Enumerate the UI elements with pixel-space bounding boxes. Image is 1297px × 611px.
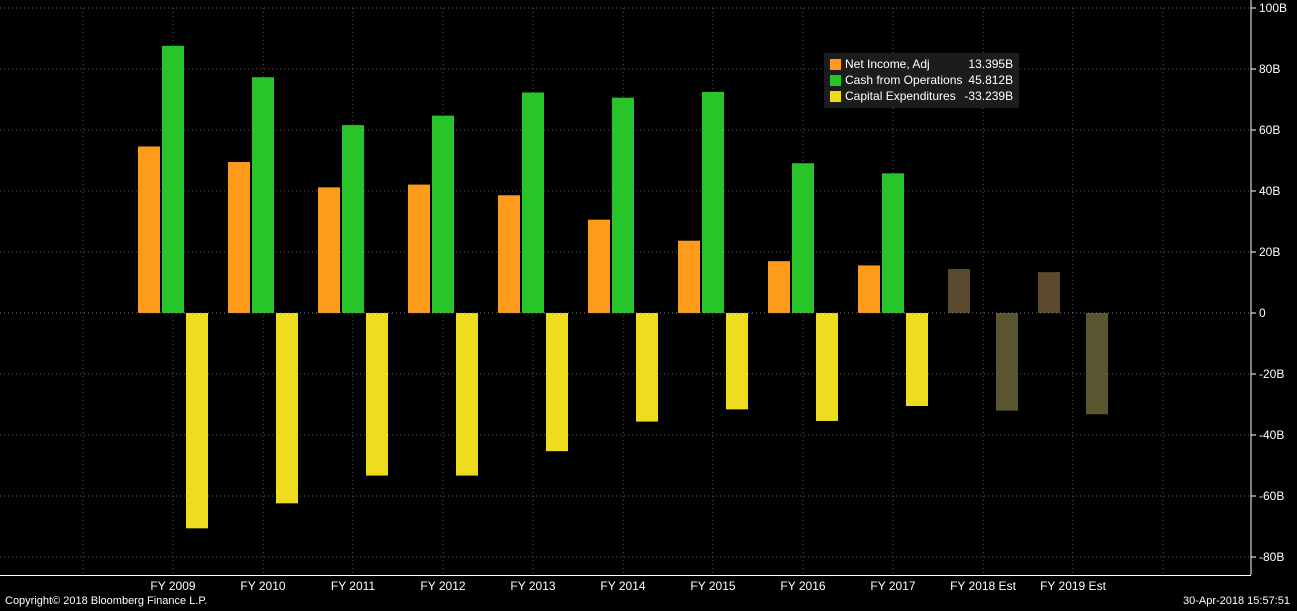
y-tick-label: -40B: [1259, 428, 1284, 442]
y-tick-label: 0: [1259, 306, 1266, 320]
x-tick-label: FY 2013: [510, 579, 555, 593]
bar-net-income-adj-fy-2018-est: [948, 269, 970, 313]
legend-label: Cash from Operations: [845, 73, 963, 87]
legend: Net Income, Adj 13.395B Cash from Operat…: [824, 53, 1020, 108]
bar-net-income-adj-fy-2009: [138, 146, 160, 313]
y-tick-label: -80B: [1259, 550, 1284, 564]
x-tick-label: FY 2012: [420, 579, 465, 593]
legend-item-net-income: Net Income, Adj 13.395B: [830, 56, 1013, 72]
y-tick-label: -60B: [1259, 489, 1284, 503]
bar-net-income-adj-fy-2019-est: [1038, 272, 1060, 313]
x-tick-label: FY 2019 Est: [1040, 579, 1106, 593]
legend-swatch-net-income: [830, 58, 841, 70]
bar-net-income-adj-fy-2016: [768, 261, 790, 313]
y-tick-label: 60B: [1259, 123, 1280, 137]
bar-net-income-adj-fy-2015: [678, 240, 700, 313]
x-tick-label: FY 2010: [240, 579, 285, 593]
bar-net-income-adj-fy-2013: [498, 195, 520, 313]
bar-cash-from-operations-fy-2010: [252, 77, 274, 313]
bar-capital-expenditures-fy-2010: [276, 313, 298, 504]
bar-net-income-adj-fy-2017: [858, 265, 880, 313]
bar-cash-from-operations-fy-2014: [612, 97, 634, 313]
x-tick-label: FY 2018 Est: [950, 579, 1016, 593]
timestamp-text: 30-Apr-2018 15:57:51: [1182, 595, 1290, 607]
y-axis: 100B 80B 60B 40B 20B 0 -20B -40B -60B -80B: [0, 0, 1287, 576]
y-tick-label: 80B: [1259, 62, 1280, 76]
x-tick-label: FY 2011: [331, 579, 376, 593]
bars: [0, 45, 1251, 529]
y-tick-label: 100B: [1259, 1, 1287, 15]
legend-swatch-capital-expenditures: [830, 90, 841, 102]
legend-swatch-cash-from-operations: [830, 74, 841, 86]
bar-capital-expenditures-fy-2011: [366, 313, 388, 476]
bar-cash-from-operations-fy-2011: [342, 125, 364, 314]
y-tick-label: -20B: [1259, 367, 1284, 381]
bar-capital-expenditures-fy-2009: [186, 313, 208, 529]
bar-capital-expenditures-fy-2013: [546, 313, 568, 452]
bar-capital-expenditures-fy-2015: [726, 313, 748, 410]
bar-net-income-adj-fy-2011: [318, 187, 340, 313]
x-tick-label: FY 2017: [870, 579, 915, 593]
x-axis-labels: FY 2009 FY 2010 FY 2011 FY 2012 FY 2013 FY 20…: [150, 579, 1106, 593]
legend-label: Net Income, Adj: [845, 57, 930, 71]
bar-cash-from-operations-fy-2015: [702, 91, 724, 313]
legend-value: 45.812B: [968, 73, 1014, 87]
x-tick-label: FY 2009: [150, 579, 195, 593]
legend-item-cash-from-operations: Cash from Operations 45.812B: [830, 72, 1013, 88]
x-tick-label: FY 2015: [690, 579, 735, 593]
bar-cash-from-operations-fy-2016: [792, 163, 814, 313]
bar-net-income-adj-fy-2010: [228, 162, 250, 313]
bar-cash-from-operations-fy-2009: [162, 45, 184, 313]
y-tick-label: 20B: [1259, 245, 1280, 259]
bar-cash-from-operations-fy-2013: [522, 92, 544, 313]
legend-item-capital-expenditures: Capital Expenditures -33.239B: [830, 88, 1013, 104]
copyright-text: Copyright© 2018 Bloomberg Finance L.P.: [5, 595, 208, 607]
bar-cash-from-operations-fy-2012: [432, 115, 454, 313]
bar-capital-expenditures-fy-2019-est: [1086, 313, 1108, 415]
y-tick-label: 40B: [1259, 184, 1280, 198]
legend-value: 13.395B: [968, 57, 1014, 71]
bar-cash-from-operations-fy-2017: [882, 173, 904, 313]
gridlines: [0, 7, 1251, 575]
legend-label: Capital Expenditures: [845, 89, 956, 103]
x-tick-label: FY 2014: [600, 579, 645, 593]
bar-capital-expenditures-fy-2012: [456, 313, 478, 476]
bar-capital-expenditures-fy-2017: [906, 313, 928, 407]
x-tick-label: FY 2016: [780, 579, 825, 593]
bar-capital-expenditures-fy-2014: [636, 313, 658, 422]
bar-capital-expenditures-fy-2016: [816, 313, 838, 421]
legend-value: -33.239B: [964, 89, 1014, 103]
bar-net-income-adj-fy-2014: [588, 219, 610, 313]
bar-net-income-adj-fy-2012: [408, 184, 430, 313]
bar-capital-expenditures-fy-2018-est: [996, 313, 1018, 411]
